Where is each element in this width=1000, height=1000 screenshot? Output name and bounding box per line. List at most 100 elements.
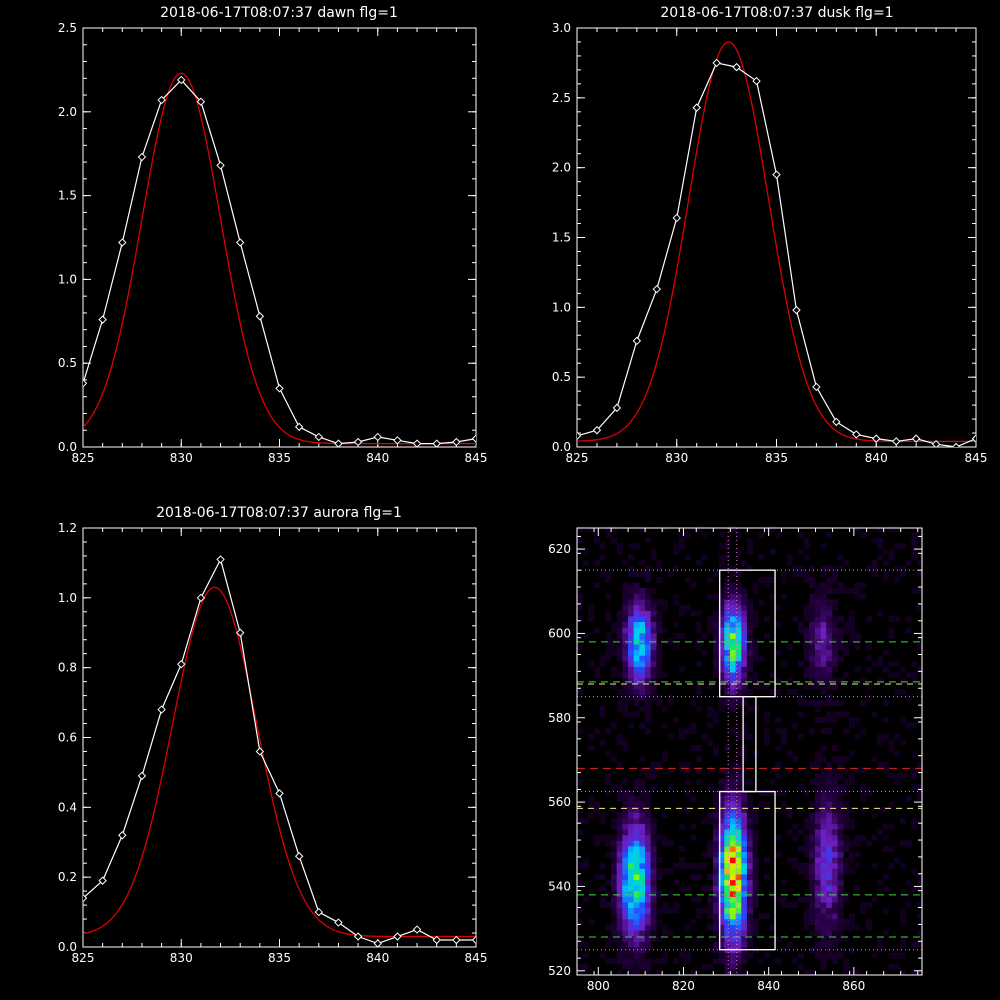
heatmap-cell [656, 559, 663, 566]
heatmap-cell [899, 952, 906, 959]
heatmap-cell [718, 700, 725, 707]
heatmap-cell [899, 907, 906, 914]
heatmap-cell [622, 958, 629, 965]
heatmap-cell [735, 588, 742, 595]
heatmap-cell [826, 806, 833, 813]
heatmap-cell [752, 840, 759, 847]
heatmap-cell [797, 846, 804, 853]
heatmap-cell [882, 874, 889, 881]
heatmap-cell [735, 548, 742, 555]
heatmap-cell [820, 683, 827, 690]
heatmap-cell [820, 806, 827, 813]
heatmap-cell [724, 576, 731, 583]
heatmap-cell [644, 846, 652, 853]
heatmap-cell [843, 924, 850, 931]
heatmap-cell [735, 935, 742, 942]
aurora-data-point [83, 893, 88, 903]
heatmap-cell [746, 733, 753, 740]
heatmap-cell [622, 610, 629, 617]
heatmap-cell [809, 862, 816, 869]
heatmap-cell [605, 789, 612, 796]
heatmap-cell [644, 588, 652, 595]
heatmap-cell [775, 728, 782, 735]
heatmap-cell [905, 722, 912, 729]
heatmap-cell [826, 660, 833, 667]
heatmap-cell [616, 823, 623, 830]
heatmap-cell [763, 789, 770, 796]
heatmap-cell [814, 610, 821, 617]
heatmap-cell [746, 840, 753, 847]
heatmap-cell [814, 672, 821, 679]
heatmap-cell [593, 874, 601, 881]
heatmap-cell [741, 930, 748, 937]
heatmap-cell [820, 604, 827, 611]
heatmap-cell [814, 616, 821, 623]
heatmap-cell [735, 868, 742, 875]
heatmap-cell [820, 700, 827, 707]
heatmap-cell [610, 958, 618, 965]
dusk-data-point [852, 430, 861, 439]
heatmap-cell [616, 700, 623, 707]
heatmap-cell [735, 941, 742, 948]
heatmap-cell [599, 817, 606, 824]
heatmap-cell [650, 616, 657, 623]
heatmap-cell [809, 851, 816, 858]
heatmap-cell [809, 778, 816, 785]
heatmap-cell [837, 784, 844, 791]
heatmap-cell [843, 784, 850, 791]
heatmap-cell [718, 913, 725, 920]
heatmap-cell [644, 649, 652, 656]
heatmap-cell [752, 890, 759, 897]
heatmap-cell [582, 896, 589, 903]
heatmap-cell [707, 846, 714, 853]
heatmap-cell [633, 812, 640, 819]
heatmap-cell [588, 616, 595, 623]
heatmap-cell [741, 817, 748, 824]
heatmap-cell [831, 840, 838, 847]
heatmap-cell [622, 823, 629, 830]
heatmap-cell [673, 907, 680, 914]
heatmap-cell [814, 913, 821, 920]
heatmap-cell [633, 688, 640, 695]
heatmap-cell [724, 924, 731, 931]
heatmap-cell [718, 874, 725, 881]
heatmap-cell [639, 767, 646, 774]
heatmap-cell [650, 896, 657, 903]
heatmap-cell [599, 660, 606, 667]
heatmap-cell [837, 582, 844, 589]
heatmap-cell [735, 616, 742, 623]
heatmap-cell [899, 862, 906, 869]
heatmap-cell [729, 778, 737, 785]
heatmap-cell [610, 823, 618, 830]
heatmap-cell [712, 823, 720, 830]
heatmap-cell [610, 885, 618, 892]
heatmap-cell [650, 840, 657, 847]
heatmap-cell [905, 627, 912, 634]
heatmap-cell [843, 728, 850, 735]
dawn-plot-area [83, 72, 476, 447]
heatmap-cell [803, 918, 810, 925]
heatmap-cell [718, 621, 725, 628]
heatmap-cell [701, 963, 708, 970]
heatmap-cell [724, 700, 731, 707]
heatmap-cell [780, 789, 787, 796]
heatmap-cell [865, 666, 872, 673]
dawn-data-point [83, 379, 88, 388]
heatmap-cell [775, 958, 782, 965]
heatmap-cell [712, 840, 720, 847]
heatmap-cell [746, 632, 753, 639]
heatmap-cell [678, 952, 686, 959]
heatmap-cell [582, 559, 589, 566]
heatmap-cell [724, 616, 731, 623]
heatmap-cell [809, 660, 816, 667]
heatmap-cell [831, 890, 838, 897]
heatmap-cell [627, 604, 635, 611]
heatmap-cell [814, 806, 821, 813]
heatmap-cell [729, 655, 737, 662]
heatmap-cell [877, 739, 884, 746]
heatmap-cell [644, 705, 652, 712]
heatmap-cell [644, 616, 652, 623]
heatmap-cell [814, 924, 821, 931]
heatmap-cell [588, 604, 595, 611]
heatmap-cell [729, 924, 737, 931]
